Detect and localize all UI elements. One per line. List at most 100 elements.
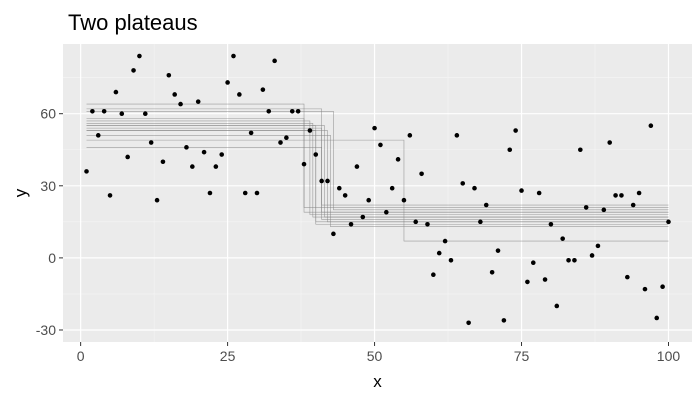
data-point	[190, 164, 195, 169]
data-point	[289, 108, 295, 114]
data-point	[131, 68, 136, 73]
data-point	[507, 147, 513, 153]
data-point	[266, 108, 272, 114]
data-point	[419, 171, 424, 177]
step-fit-line	[86, 135, 669, 227]
data-point	[325, 178, 330, 184]
step-fit-line	[86, 123, 669, 218]
data-point	[501, 318, 507, 323]
x-tick-label: 25	[220, 348, 236, 364]
data-point	[542, 277, 548, 282]
data-point	[331, 231, 336, 237]
data-point	[401, 197, 407, 203]
data-point	[613, 193, 618, 198]
data-point	[648, 123, 654, 129]
step-fit-line	[86, 139, 669, 242]
data-point	[372, 125, 377, 131]
data-point	[336, 185, 342, 191]
data-point	[530, 260, 536, 265]
data-point	[107, 193, 113, 198]
step-fit-line	[86, 103, 669, 208]
data-point	[548, 221, 554, 227]
data-point	[213, 164, 219, 169]
data-point	[560, 236, 565, 241]
data-point	[201, 149, 207, 155]
data-point	[178, 101, 183, 107]
y-tick-label: 30	[40, 178, 56, 194]
data-point	[454, 133, 460, 138]
data-point	[354, 164, 360, 169]
data-point	[636, 190, 642, 196]
data-point	[284, 135, 289, 141]
data-point	[313, 152, 319, 157]
y-axis: -30 0 30 60	[36, 106, 63, 338]
data-point	[407, 133, 413, 138]
x-tick-label: 75	[514, 348, 530, 364]
data-point	[395, 157, 401, 162]
data-point	[254, 190, 260, 196]
data-point	[460, 181, 466, 186]
data-point	[448, 257, 454, 263]
data-point	[607, 140, 613, 145]
data-point	[260, 87, 266, 92]
data-point	[630, 202, 636, 208]
data-point	[578, 147, 583, 153]
data-point	[142, 111, 148, 116]
data-point	[160, 159, 166, 165]
data-point	[366, 197, 371, 203]
data-point	[436, 250, 442, 256]
data-point	[278, 140, 283, 145]
data-point	[413, 219, 419, 225]
step-fit-line	[86, 110, 669, 211]
plot-panel	[63, 44, 692, 342]
y-tick-label: -30	[36, 322, 56, 338]
data-point	[566, 257, 571, 263]
data-point	[119, 111, 125, 116]
data-point	[207, 190, 213, 196]
data-point	[442, 238, 448, 244]
data-point	[248, 130, 254, 136]
data-point	[137, 53, 142, 59]
y-tick-label: 0	[48, 250, 56, 266]
data-point	[272, 58, 277, 64]
data-point	[495, 248, 501, 253]
data-point	[242, 190, 248, 196]
step-fit-line	[86, 120, 669, 215]
data-point	[219, 152, 225, 157]
data-point	[348, 221, 354, 227]
data-point	[572, 257, 577, 263]
data-point	[536, 190, 542, 196]
data-point	[619, 193, 624, 198]
data-point	[184, 145, 189, 150]
data-point	[384, 209, 389, 215]
step-fit-line	[86, 130, 669, 225]
data-point	[101, 108, 107, 114]
chart-title: Two plateaus	[68, 10, 198, 35]
data-point	[154, 197, 160, 203]
data-point	[472, 185, 477, 191]
x-tick-label: 0	[77, 348, 85, 364]
grid-major	[63, 44, 692, 342]
y-tick-label: 60	[40, 106, 56, 122]
data-point	[589, 253, 595, 258]
data-point	[342, 193, 348, 198]
x-axis: 0 25 50 75 100	[77, 342, 681, 364]
data-point	[666, 219, 671, 225]
data-point	[525, 279, 530, 285]
data-point	[378, 142, 383, 148]
data-point	[595, 243, 601, 249]
data-point	[90, 108, 95, 114]
y-axis-title: y	[11, 188, 30, 197]
data-point	[319, 178, 324, 184]
data-point	[654, 315, 660, 321]
data-point	[625, 274, 630, 280]
data-point	[166, 72, 172, 78]
data-point	[307, 128, 313, 133]
data-point	[489, 270, 495, 275]
data-point	[301, 161, 307, 167]
data-point	[148, 140, 154, 145]
x-tick-label: 100	[657, 348, 681, 364]
data-point	[483, 202, 489, 208]
data-point	[554, 303, 560, 309]
x-tick-label: 50	[367, 348, 383, 364]
